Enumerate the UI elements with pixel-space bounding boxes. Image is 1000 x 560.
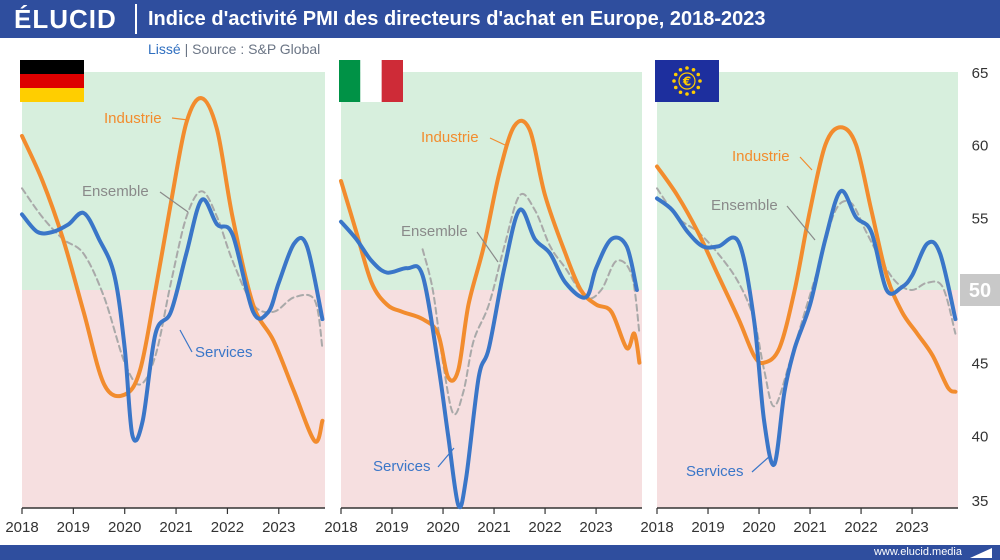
flag-star <box>678 67 683 72</box>
pmi-chart: 2018 2019 2020 2021 2022 2023 Industrie Ensembl… <box>5 60 1000 536</box>
contraction-zone <box>657 290 958 508</box>
footer-logo-mark <box>970 548 992 558</box>
subtitle-separator: | <box>184 41 189 57</box>
x-tick-label: 2023 <box>579 519 612 536</box>
header-bar: ÉLUCID Indice d'activité PMI des directe… <box>0 0 1000 38</box>
flag-star <box>685 92 689 96</box>
flag-star <box>691 67 696 72</box>
eurozone-panel: 2018 2019 2020 2021 2022 2023 Industrie Ensembl… <box>640 60 958 536</box>
services-line <box>339 207 639 510</box>
y-tick-label: 55 <box>972 210 989 227</box>
chart-title: Indice d'activité PMI des directeurs d'a… <box>148 8 766 30</box>
ensemble-label: Ensemble <box>82 183 149 200</box>
services-leader <box>751 455 771 473</box>
x-tick-label: 2018 <box>324 519 357 536</box>
flag-stripe-red <box>20 74 84 88</box>
euro-symbol: € <box>682 75 691 89</box>
flag-stripe-green <box>339 60 361 102</box>
eu-flag: € <box>655 60 719 102</box>
y-tick-label: 45 <box>972 356 989 373</box>
industrie-leader <box>799 156 813 171</box>
expansion-zone <box>657 72 958 290</box>
x-tick-label: 2021 <box>793 519 826 536</box>
x-tick-label: 2019 <box>57 519 90 536</box>
x-tick-label: 2022 <box>844 519 877 536</box>
services-line <box>20 197 325 443</box>
footer-bar: www.elucid.media <box>0 545 1000 560</box>
industrie-label: Industrie <box>732 148 790 165</box>
flag-star <box>673 72 678 77</box>
industrie-line <box>20 96 325 444</box>
x-tick-label: 2020 <box>742 519 775 536</box>
euro-symbol-ring <box>678 72 696 90</box>
elucid-logo[interactable]: ÉLUCID <box>14 4 117 34</box>
flag-star <box>698 79 702 83</box>
ensemble-label: Ensemble <box>401 223 468 240</box>
flag-stripe-black <box>20 60 84 74</box>
services-leader <box>437 447 455 468</box>
x-tick-label: 2022 <box>528 519 561 536</box>
ensemble-leader <box>476 231 499 263</box>
industrie-label: Industrie <box>104 110 162 127</box>
ensemble-label: Ensemble <box>711 197 778 214</box>
services-label: Services <box>686 463 744 480</box>
ensemble-leader <box>159 191 189 213</box>
flag-star <box>691 90 696 95</box>
x-tick-label: 2018 <box>640 519 673 536</box>
x-tick-label: 2019 <box>375 519 408 536</box>
services-leader <box>179 329 193 353</box>
x-tick-label: 2021 <box>159 519 192 536</box>
header-separator <box>135 4 137 34</box>
germany-flag <box>20 60 84 102</box>
chart-subtitle: Lissé | Source : S&P Global <box>148 40 320 58</box>
y-tick-label: 60 <box>972 138 989 155</box>
y-tick-label-threshold: 50 <box>969 280 991 302</box>
subtitle-smooth: Lissé <box>148 41 181 57</box>
threshold-badge <box>960 274 1000 306</box>
ensemble-line <box>421 193 641 416</box>
italy-panel: 2018 2019 2020 2021 2022 2023 Industrie Ensembl… <box>324 60 642 536</box>
x-tick-label: 2022 <box>211 519 244 536</box>
flag-star <box>678 90 683 95</box>
flag-star <box>672 79 676 83</box>
industrie-label: Industrie <box>421 129 479 146</box>
flag-star <box>685 66 689 70</box>
flag-stripe-white <box>360 60 382 102</box>
industrie-leader <box>489 137 506 146</box>
footer-url[interactable]: www.elucid.media <box>873 546 962 558</box>
expansion-zone <box>341 72 642 290</box>
flag-star <box>673 85 678 90</box>
y-tick-label: 35 <box>972 493 989 510</box>
flag-stripe-gold <box>20 88 84 102</box>
services-line <box>655 188 958 467</box>
flag-stripe-red <box>381 60 403 102</box>
industrie-leader <box>171 117 189 121</box>
germany-panel: 2018 2019 2020 2021 2022 2023 Industrie Ensembl… <box>5 60 325 536</box>
services-label: Services <box>195 344 253 361</box>
flag-star <box>696 72 701 77</box>
x-tick-label: 2019 <box>691 519 724 536</box>
x-tick-label: 2021 <box>477 519 510 536</box>
y-tick-label: 65 <box>972 65 989 82</box>
italy-flag <box>339 60 403 102</box>
x-tick-label: 2023 <box>262 519 295 536</box>
x-tick-label: 2020 <box>426 519 459 536</box>
services-label: Services <box>373 458 431 475</box>
x-tick-label: 2018 <box>5 519 38 536</box>
flag-star <box>696 85 701 90</box>
ensemble-leader <box>786 205 816 241</box>
y-tick-label: 40 <box>972 428 989 445</box>
ensemble-line <box>21 187 324 386</box>
x-tick-label: 2020 <box>108 519 141 536</box>
contraction-zone <box>341 290 642 508</box>
x-tick-label: 2023 <box>895 519 928 536</box>
contraction-zone <box>22 290 325 508</box>
subtitle-source: Source : S&P Global <box>192 41 321 57</box>
industrie-line <box>655 125 958 394</box>
industrie-line <box>339 118 642 383</box>
